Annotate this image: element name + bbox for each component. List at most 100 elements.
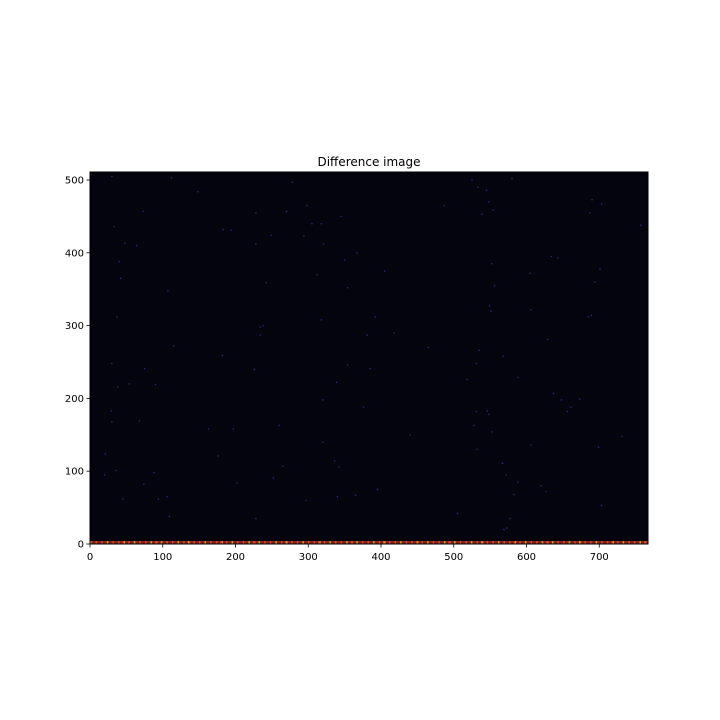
- sparse-pixel: [488, 201, 490, 203]
- bottom-row-pixel: [133, 541, 136, 544]
- sparse-pixel: [346, 287, 349, 289]
- sparse-pixel: [333, 460, 336, 462]
- bottom-row-pixel: [378, 541, 381, 544]
- sparse-pixel: [490, 310, 492, 312]
- bottom-row-pixel: [443, 541, 446, 544]
- sparse-pixel: [557, 257, 559, 259]
- sparse-pixel: [173, 345, 175, 347]
- sparse-pixel: [111, 175, 113, 178]
- sparse-pixel: [143, 483, 145, 486]
- sparse-pixel: [594, 281, 596, 283]
- bottom-row-pixel: [231, 541, 234, 544]
- sparse-pixel: [530, 444, 532, 446]
- bottom-row-pixel: [183, 541, 185, 544]
- sparse-pixel: [599, 268, 601, 270]
- bottom-row-pixel: [367, 541, 370, 544]
- sparse-pixel: [270, 234, 272, 237]
- sparse-pixel: [488, 305, 491, 307]
- sparse-pixel: [336, 381, 338, 384]
- bottom-row-pixel: [253, 541, 256, 544]
- bottom-row-pixel: [476, 541, 479, 544]
- sparse-pixel: [466, 378, 468, 381]
- bottom-row-pixel: [388, 541, 391, 544]
- bottom-row-pixel: [275, 541, 277, 544]
- sparse-pixel: [488, 413, 490, 416]
- bottom-row-pixel: [177, 541, 180, 544]
- bottom-row-pixel: [416, 541, 419, 544]
- bottom-row-pixel: [509, 541, 511, 544]
- bottom-row-pixel: [323, 541, 326, 544]
- bottom-row-pixel: [400, 541, 402, 544]
- bottom-row-pixel: [112, 541, 114, 544]
- bottom-row-pixel: [171, 541, 174, 544]
- sparse-pixel: [306, 204, 308, 207]
- bottom-row-pixel: [481, 541, 483, 544]
- bottom-row-pixel: [340, 541, 343, 544]
- x-axis: 0 100 200 300 400 500 600 700: [87, 544, 609, 563]
- sparse-pixel: [303, 235, 305, 237]
- bottom-row-pixel: [198, 541, 201, 544]
- bottom-row-pixel: [156, 541, 158, 544]
- bottom-row-pixel: [394, 541, 397, 544]
- heatmap-plot-area: [90, 172, 648, 544]
- sparse-pixel: [356, 252, 358, 254]
- sparse-pixel: [579, 398, 581, 400]
- sparse-pixel: [503, 528, 505, 531]
- bottom-row-pixel: [547, 541, 549, 544]
- sparse-pixel: [111, 362, 113, 365]
- bottom-row-pixel: [438, 541, 440, 544]
- bottom-row-pixel: [302, 541, 304, 544]
- x-tick-label: 500: [444, 552, 463, 563]
- bottom-row-pixel: [307, 541, 310, 544]
- bottom-row-pixel: [95, 541, 98, 544]
- sparse-points-layer: [103, 175, 642, 531]
- sparse-pixel: [473, 424, 475, 427]
- bottom-row-pixel: [606, 541, 609, 544]
- sparse-pixel: [142, 210, 144, 213]
- bottom-row-pixel: [644, 541, 646, 544]
- sparse-pixel: [427, 346, 429, 349]
- bottom-row-pixel: [269, 541, 272, 544]
- bottom-row-pixel: [128, 541, 130, 544]
- bottom-row-pixel: [639, 541, 641, 544]
- sparse-pixel: [597, 446, 600, 448]
- sparse-pixel: [493, 284, 496, 287]
- bottom-row-pixel: [405, 541, 408, 544]
- y-tick-label: 300: [65, 321, 84, 332]
- sparse-pixel: [135, 244, 138, 247]
- sparse-pixel: [511, 177, 513, 180]
- bottom-row-pixel: [497, 541, 500, 544]
- sparse-pixel: [143, 367, 146, 370]
- bottom-row-pixel: [622, 541, 625, 544]
- x-tick-label: 600: [517, 552, 536, 563]
- bottom-row-pixel: [568, 541, 571, 544]
- sparse-pixel: [278, 424, 280, 427]
- sparse-pixel: [587, 316, 590, 318]
- bottom-row-pixel: [313, 541, 316, 544]
- sparse-pixel: [491, 431, 494, 433]
- bottom-row-pixel: [595, 541, 598, 544]
- bottom-row-pixel: [90, 541, 92, 544]
- sparse-pixel: [478, 349, 480, 352]
- sparse-pixel: [253, 368, 256, 370]
- sparse-pixel: [490, 263, 493, 265]
- sparse-pixel: [344, 259, 346, 261]
- sparse-pixel: [486, 410, 488, 412]
- sparse-pixel: [232, 428, 235, 430]
- sparse-pixel: [481, 213, 483, 215]
- sparse-pixel: [362, 406, 365, 408]
- bottom-row-pixel: [415, 541, 418, 544]
- sparse-pixel: [117, 386, 119, 388]
- sparse-pixel: [471, 179, 473, 181]
- sparse-pixel: [374, 316, 376, 318]
- sparse-pixel: [540, 485, 542, 487]
- sparse-pixel: [118, 260, 120, 263]
- sparse-pixel: [154, 383, 157, 386]
- bottom-row-pixel: [285, 541, 288, 544]
- sparse-pixel: [167, 290, 169, 292]
- sparse-pixel: [517, 481, 519, 483]
- sparse-pixel: [124, 242, 126, 245]
- sparse-pixel: [170, 177, 173, 179]
- bottom-row-pixel: [465, 541, 467, 544]
- bottom-row-pixel: [584, 541, 586, 544]
